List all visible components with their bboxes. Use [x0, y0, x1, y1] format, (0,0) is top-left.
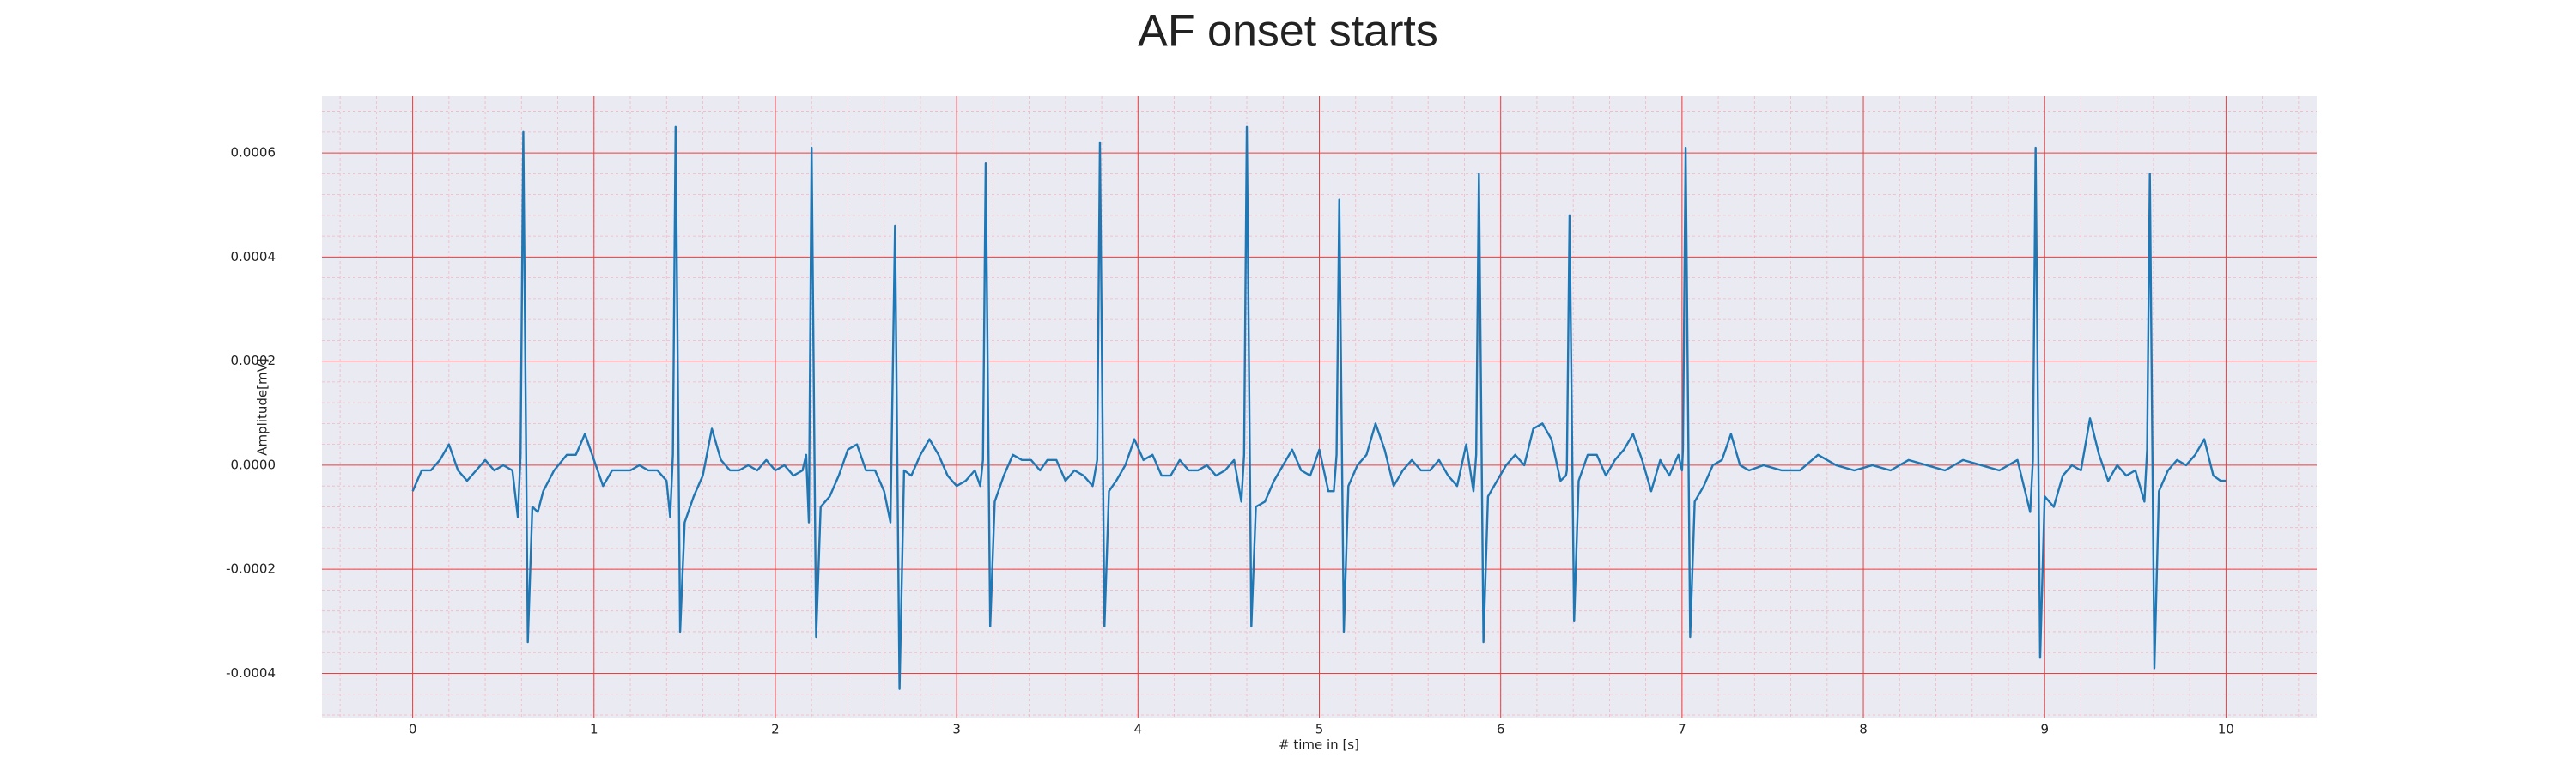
grid — [322, 96, 2317, 718]
y-tick-label: 0.0000 — [231, 457, 276, 472]
x-tick-label: 1 — [590, 722, 598, 737]
x-tick-label: 7 — [1678, 722, 1686, 737]
x-tick-label: 2 — [771, 722, 780, 737]
x-tick-label: 5 — [1315, 722, 1324, 737]
chart-title: AF onset starts — [1138, 7, 1438, 57]
x-tick-label: 8 — [1859, 722, 1868, 737]
x-tick-label: 0 — [409, 722, 417, 737]
x-tick-label: 6 — [1497, 722, 1505, 737]
x-axis-label: # time in [s] — [1279, 737, 1359, 753]
x-tick-label: 10 — [2218, 722, 2234, 737]
x-tick-label: 3 — [952, 722, 961, 737]
x-tick-label: 4 — [1134, 722, 1143, 737]
content: 0 1 2 3 4 5 6 7 8 9 10 -0.0004 -0.0002 0.0000 0.0002 0.… — [226, 125, 2234, 737]
y-tick-label: 0.0004 — [231, 249, 276, 264]
y-tick-label: 0.0002 — [231, 353, 276, 368]
y-tick-label: -0.0002 — [226, 561, 276, 577]
x-tick-label: 9 — [2040, 722, 2049, 737]
y-tick-label: 0.0006 — [231, 145, 276, 161]
ecg-line — [411, 125, 2227, 690]
y-axis-label: Amplitude[mV] — [255, 358, 270, 455]
y-tick-label: -0.0004 — [226, 665, 276, 681]
